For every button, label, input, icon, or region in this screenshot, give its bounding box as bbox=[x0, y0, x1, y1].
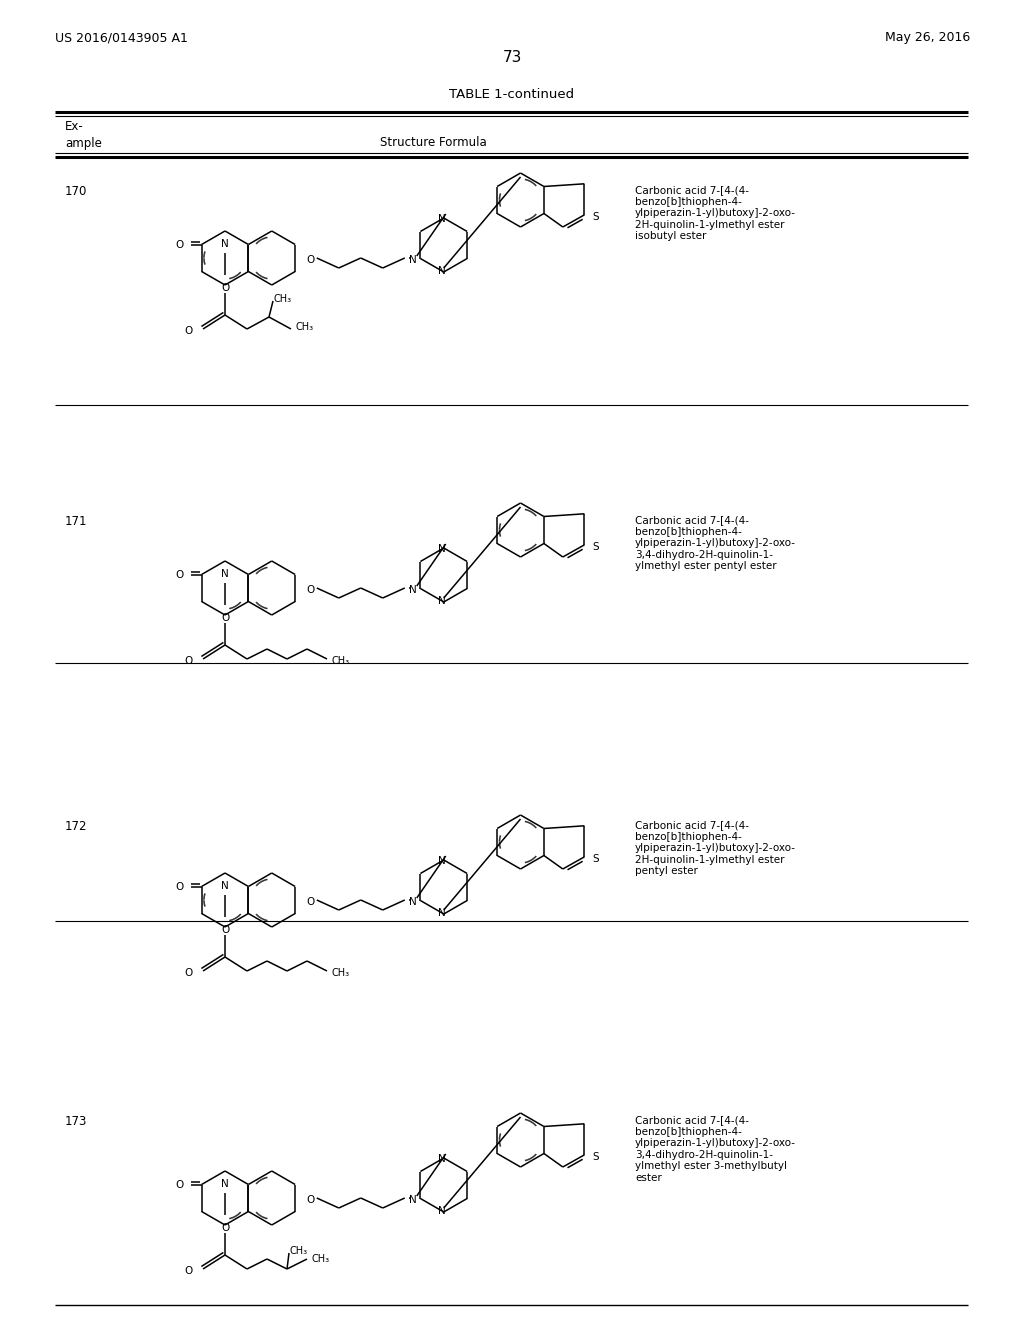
Text: CH₃: CH₃ bbox=[312, 1254, 330, 1265]
Text: Carbonic acid 7-[4-(4-
benzo[b]thiophen-4-
ylpiperazin-1-yl)butoxy]-2-oxo-
3,4-d: Carbonic acid 7-[4-(4- benzo[b]thiophen-… bbox=[635, 515, 796, 572]
Text: N: N bbox=[409, 255, 417, 265]
Text: N: N bbox=[221, 880, 229, 891]
Text: O: O bbox=[221, 925, 229, 935]
Text: CH₃: CH₃ bbox=[273, 294, 291, 304]
Text: CH₃: CH₃ bbox=[296, 322, 314, 333]
Text: O: O bbox=[175, 1180, 183, 1189]
Text: S: S bbox=[593, 1152, 599, 1162]
Text: 73: 73 bbox=[503, 50, 521, 66]
Text: 170: 170 bbox=[65, 185, 87, 198]
Text: O: O bbox=[175, 569, 183, 579]
Text: N: N bbox=[221, 239, 229, 249]
Text: O: O bbox=[175, 882, 183, 891]
Text: May 26, 2016: May 26, 2016 bbox=[885, 32, 970, 45]
Text: N: N bbox=[221, 569, 229, 579]
Text: O: O bbox=[184, 968, 193, 978]
Text: Carbonic acid 7-[4-(4-
benzo[b]thiophen-4-
ylpiperazin-1-yl)butoxy]-2-oxo-
3,4-d: Carbonic acid 7-[4-(4- benzo[b]thiophen-… bbox=[635, 1115, 796, 1183]
Text: CH₃: CH₃ bbox=[332, 968, 350, 978]
Text: O: O bbox=[184, 1266, 193, 1276]
Text: US 2016/0143905 A1: US 2016/0143905 A1 bbox=[55, 32, 187, 45]
Text: N: N bbox=[438, 544, 445, 554]
Text: S: S bbox=[593, 541, 599, 552]
Text: N: N bbox=[438, 1154, 445, 1164]
Text: 172: 172 bbox=[65, 820, 87, 833]
Text: CH₃: CH₃ bbox=[332, 656, 350, 667]
Text: O: O bbox=[184, 656, 193, 667]
Text: TABLE 1-continued: TABLE 1-continued bbox=[450, 88, 574, 102]
Text: Structure Formula: Structure Formula bbox=[380, 136, 486, 149]
Text: N: N bbox=[409, 585, 417, 595]
Text: CH₃: CH₃ bbox=[289, 1246, 307, 1257]
Text: O: O bbox=[307, 585, 315, 595]
Text: Ex-: Ex- bbox=[65, 120, 84, 133]
Text: N: N bbox=[409, 1195, 417, 1205]
Text: ample: ample bbox=[65, 136, 101, 149]
Text: N: N bbox=[438, 1206, 445, 1216]
Text: 171: 171 bbox=[65, 515, 87, 528]
Text: O: O bbox=[307, 255, 315, 265]
Text: O: O bbox=[307, 1195, 315, 1205]
Text: O: O bbox=[221, 282, 229, 293]
Text: N: N bbox=[438, 908, 445, 917]
Text: N: N bbox=[438, 267, 445, 276]
Text: O: O bbox=[175, 239, 183, 249]
Text: O: O bbox=[221, 1224, 229, 1233]
Text: N: N bbox=[438, 214, 445, 224]
Text: O: O bbox=[221, 612, 229, 623]
Text: O: O bbox=[307, 898, 315, 907]
Text: 173: 173 bbox=[65, 1115, 87, 1129]
Text: S: S bbox=[593, 854, 599, 863]
Text: N: N bbox=[438, 855, 445, 866]
Text: N: N bbox=[221, 1179, 229, 1189]
Text: N: N bbox=[438, 597, 445, 606]
Text: S: S bbox=[593, 211, 599, 222]
Text: Carbonic acid 7-[4-(4-
benzo[b]thiophen-4-
ylpiperazin-1-yl)butoxy]-2-oxo-
2H-qu: Carbonic acid 7-[4-(4- benzo[b]thiophen-… bbox=[635, 185, 796, 242]
Text: N: N bbox=[409, 898, 417, 907]
Text: O: O bbox=[184, 326, 193, 337]
Text: Carbonic acid 7-[4-(4-
benzo[b]thiophen-4-
ylpiperazin-1-yl)butoxy]-2-oxo-
2H-qu: Carbonic acid 7-[4-(4- benzo[b]thiophen-… bbox=[635, 820, 796, 876]
